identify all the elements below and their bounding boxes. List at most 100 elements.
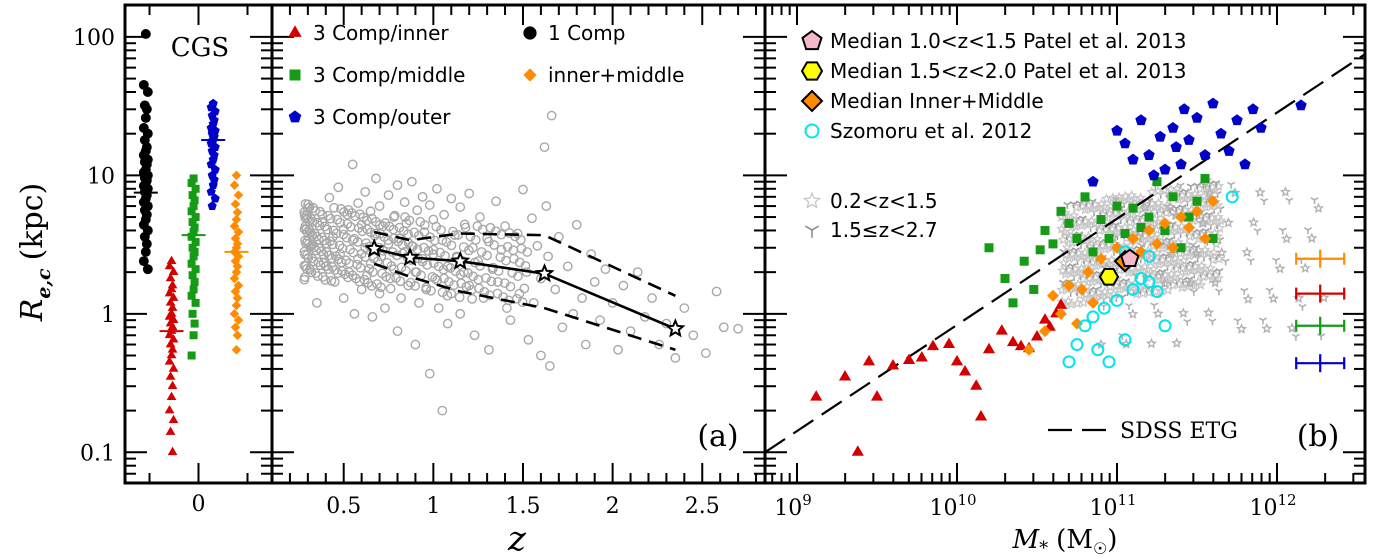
mass-grey-point [1124,302,1134,310]
mass-grey-point [1088,198,1097,206]
tri-arm [1233,317,1239,322]
z-scatter-point [299,272,310,283]
mass-grey-point [1188,260,1197,268]
z-scatter-point [733,323,744,334]
mass-grey-point [1142,244,1154,256]
tri-arm [1185,188,1190,192]
cgs-point [142,264,153,275]
mass-inner-middle-point [1055,307,1067,320]
szomoru-point [1097,301,1111,315]
tri-arm [1073,201,1078,205]
tri-arm [1288,197,1294,202]
z-scatter-point [511,293,522,304]
z-scatter-point [485,222,496,233]
panel-frame-pb [763,3,1367,485]
mass-grey-point [1127,308,1139,319]
z-scatter-point [502,241,513,252]
mass-grey-point [1310,197,1319,205]
z-scatter-point [300,221,311,232]
z-scatter-point [446,240,457,251]
tri-arm [1128,302,1134,307]
z-scatter-point [367,213,378,224]
legend-panel-a: 3 Comp/inner 1 Comp 3 Comp/middle inner+mid… [288,21,684,129]
mass-grey-point [1246,257,1255,265]
tri-arm [1124,302,1130,307]
mass-grey-point [1221,258,1230,266]
tri-arm [1243,287,1249,292]
legend-label: 3 Comp/outer [313,105,451,129]
z-scatter-point [329,202,340,213]
median-patel-2 [1098,268,1120,286]
mass-grey-point [1145,337,1158,349]
panel-label-a: (a) [697,419,738,454]
tri-arm [1212,268,1218,273]
tri-arm [1162,237,1168,242]
z-scatter-point [504,228,515,238]
tri-arm [1188,260,1194,264]
z-scatter-point [303,199,314,210]
cgs-point [167,446,178,456]
mass-grey-point [1184,277,1196,288]
cgs-point [231,344,242,355]
mass-grey-point [1204,262,1217,274]
tri-arm [1186,261,1191,265]
tri-arm [1282,227,1287,232]
x-tick-label: 109 [774,491,812,521]
mass-grey-point [1280,232,1293,244]
tri-arm [1089,287,1094,291]
mass-outer-point [1143,149,1155,160]
z-scatter-point [325,236,336,247]
z-scatter-point [409,227,420,238]
z-scatter-point [586,249,597,259]
z-scatter-point [432,183,442,194]
tri-arm [1160,272,1165,276]
mass-grey-point [1068,209,1080,221]
tri-arm [1072,263,1077,267]
tri-arm [1069,201,1075,205]
mass-grey-point [1197,217,1209,229]
mass-inner-middle-point [1087,296,1099,309]
tri-arm [1189,288,1195,293]
mass-inner-point [1054,298,1068,309]
z-scatter-point [618,280,629,291]
cgs-point [187,351,196,360]
mass-outer-point [1159,163,1171,175]
mass-grey-point [1188,242,1197,250]
z-scatter-point [392,326,403,337]
panel-label-b: (b) [1297,419,1340,454]
mass-inner-point [1006,335,1020,347]
x-axis-label-mass: M* (M☉) [1012,525,1118,557]
tri-arm [1138,242,1143,247]
cgs-point [191,298,200,307]
tri-arm [1075,200,1081,204]
tri-arm [1205,227,1210,232]
mass-inner-middle-point [1039,325,1051,338]
z-scatter-point [424,368,435,379]
mass-grey-point [1181,188,1190,196]
mass-inner-middle-point [1047,289,1059,302]
mass-grey-point [1176,182,1185,190]
z-scatter-point [360,186,371,197]
z-scatter-point [389,210,400,221]
mass-outer-point [1215,127,1227,139]
z-scatter-point [319,221,330,232]
mass-grey-point [1165,183,1177,195]
mass-grey-point [1099,303,1108,311]
mass-inner-middle-point [1207,195,1219,208]
mass-grey-point [1242,293,1254,304]
mass-grey-point [1081,280,1093,292]
legend-marker [523,68,537,82]
x-tick-exponent: 9 [802,491,812,509]
tri-arm [1165,237,1170,241]
mass-middle-point [1035,245,1045,255]
z-scatter-point [514,257,525,268]
mass-inner-point [950,354,964,366]
tri-arm [1125,278,1131,282]
tri-arm [1272,257,1277,261]
tri-arm [1220,206,1225,210]
mass-grey-point [1139,201,1151,213]
mass-grey-point [1193,182,1202,190]
tri-arm [1071,247,1077,251]
z-scatter-point [356,248,367,259]
cgs-point [191,213,200,222]
